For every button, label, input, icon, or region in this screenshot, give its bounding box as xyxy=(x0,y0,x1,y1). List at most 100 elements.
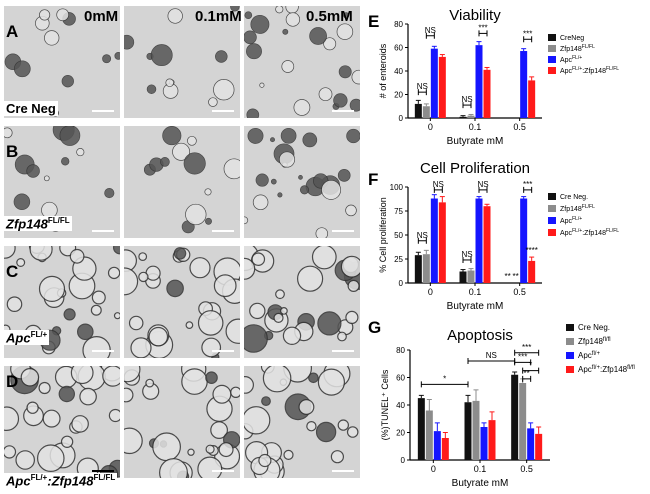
significance-label: *** xyxy=(523,29,532,38)
organoid-blob xyxy=(246,108,260,118)
organoid-blob xyxy=(311,246,337,270)
bar-s0-c0 xyxy=(417,398,425,460)
y-tick-label: 60 xyxy=(396,374,405,383)
significance-label: * xyxy=(443,374,446,383)
organoid-blob xyxy=(185,203,207,226)
y-tick-label: 0 xyxy=(401,456,406,465)
bar-s1-c1 xyxy=(472,400,480,460)
significance-label: NS xyxy=(461,250,472,259)
legend-entry-0: Cre Neg. xyxy=(578,323,610,332)
organoid-blob xyxy=(130,337,152,358)
organoid-blob xyxy=(13,60,31,78)
organoid-blob xyxy=(346,128,360,144)
organoid-blob xyxy=(20,368,40,387)
organoid-blob xyxy=(317,368,346,396)
organoid-blob xyxy=(124,427,143,455)
organoid-blob xyxy=(338,65,352,79)
row-label-apc-name: Apc xyxy=(6,330,31,346)
organoid-blob xyxy=(213,274,237,298)
image-zfp148-05mm xyxy=(244,126,360,238)
x-tick-label: 0.5 xyxy=(513,122,526,132)
concentration-01mm: 0.1mM xyxy=(195,8,242,25)
x-tick-label: 0.1 xyxy=(474,464,487,474)
organoid-blob xyxy=(205,371,218,384)
x-tick-label: 0 xyxy=(428,287,433,297)
organoid-blob xyxy=(82,336,111,358)
organoid-picture xyxy=(4,246,120,358)
legend-suffix-sup: FL/FL xyxy=(606,228,619,234)
organoid-blob xyxy=(124,34,135,50)
organoid-blob xyxy=(323,37,337,51)
organoid-blob xyxy=(343,12,350,19)
x-axis-label: Butyrate mM xyxy=(447,301,504,312)
organoid-blob xyxy=(128,315,144,331)
x-axis-label: Butyrate mM xyxy=(447,136,504,147)
organoid-blob xyxy=(59,126,81,146)
bar-s3-c2 xyxy=(535,433,543,460)
bar-s1-c2 xyxy=(519,383,527,460)
legend-sup: FL/+ xyxy=(572,55,582,61)
organoid-blob xyxy=(148,326,169,347)
organoid-blob xyxy=(244,30,257,45)
bar-s2-c1 xyxy=(480,427,488,460)
legend-entry-2: Apcfl/+ xyxy=(578,351,600,360)
organoid-blob xyxy=(197,456,223,478)
panel-label-e: E xyxy=(368,12,380,31)
y-axis-label: (%)TUNEL⁺ Cells xyxy=(380,369,390,440)
legend-suffix-sup: fl/fl xyxy=(627,365,635,371)
organoid-blob xyxy=(113,246,120,255)
row-label-apc-zfp148: ApcFL/+:Zfp148FL/FL xyxy=(4,473,118,489)
y-tick-label: 75 xyxy=(394,207,403,216)
legend-sup: FL/+ xyxy=(572,228,582,234)
y-tick-label: 50 xyxy=(394,231,403,240)
organoid-picture xyxy=(4,366,120,478)
chart-title: Cell Proliferation xyxy=(420,160,530,177)
legend-swatch-3 xyxy=(566,366,574,373)
organoid-blob xyxy=(4,127,13,139)
row-label-apc-sup: FL/+ xyxy=(30,330,48,339)
organoid-blob xyxy=(39,9,51,21)
organoid-blob xyxy=(4,406,20,431)
organoid-blob xyxy=(56,8,70,22)
organoid-picture xyxy=(124,6,240,107)
organoid-blob xyxy=(261,396,271,406)
row-label-zfp148-sup: FL/FL xyxy=(47,216,70,225)
y-tick-label: 0 xyxy=(399,279,404,288)
legend-sup: fl/+ xyxy=(592,365,601,371)
legend-sup: FL/FL xyxy=(582,204,595,210)
x-tick-label: 0.5 xyxy=(520,464,533,474)
organoid-blob xyxy=(4,445,17,459)
x-tick-label: 0.1 xyxy=(469,287,482,297)
organoid-blob xyxy=(42,409,61,428)
legend-swatch-1 xyxy=(548,45,556,52)
organoid-blob xyxy=(345,204,357,217)
image-zfp148-01mm xyxy=(124,126,240,238)
significance-label: ** xyxy=(513,272,519,281)
significance-label: NS xyxy=(461,95,472,104)
organoid-blob xyxy=(79,387,97,406)
organoid-blob xyxy=(218,442,234,458)
organoid-blob xyxy=(108,408,120,423)
organoid-blob xyxy=(244,376,254,394)
organoid-blob xyxy=(26,401,39,414)
organoid-blob xyxy=(146,84,157,94)
significance-label: * xyxy=(529,361,532,370)
organoid-blob xyxy=(250,14,270,34)
organoid-blob xyxy=(187,135,197,146)
significance-label: *** xyxy=(523,180,532,189)
legend-name: Zfp148 xyxy=(560,46,582,53)
organoid-blob xyxy=(315,421,337,443)
y-axis-label: # of enteroids xyxy=(378,43,388,98)
bar-s0-c1 xyxy=(459,271,467,283)
bar-s3-c1 xyxy=(488,420,496,460)
organoid-blob xyxy=(230,386,240,398)
significance-label: NS xyxy=(477,180,488,189)
organoid-blob xyxy=(282,326,302,346)
x-tick-label: 0 xyxy=(428,122,433,132)
organoid-blob xyxy=(296,265,324,292)
organoid-blob xyxy=(205,444,215,454)
organoid-blob xyxy=(223,158,240,180)
organoid-blob xyxy=(285,6,299,14)
organoid-blob xyxy=(281,60,295,73)
organoid-blob xyxy=(318,87,333,102)
